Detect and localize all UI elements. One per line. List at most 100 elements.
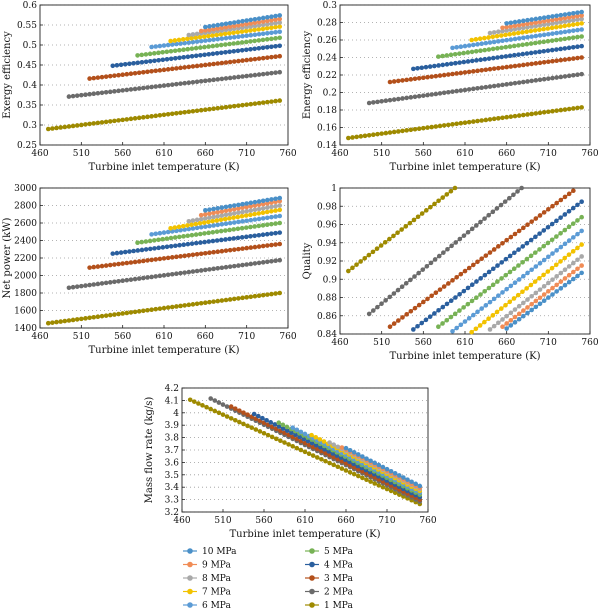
- data-point: [507, 53, 513, 59]
- data-point: [141, 85, 146, 91]
- data-point: [256, 216, 262, 222]
- data-point: [132, 86, 138, 92]
- data-point: [198, 300, 204, 306]
- data-point: [541, 257, 547, 263]
- data-point: [227, 104, 233, 109]
- data-point: [383, 98, 389, 104]
- data-point: [495, 46, 500, 51]
- data-point: [239, 40, 245, 45]
- data-point: [537, 275, 542, 281]
- data-point: [433, 124, 439, 129]
- data-point: [203, 107, 208, 113]
- legend-marker: [187, 588, 193, 595]
- data-point: [156, 245, 161, 251]
- data-point: [469, 49, 475, 55]
- data-point: [541, 76, 547, 82]
- data-point: [223, 60, 229, 65]
- data-point: [206, 230, 211, 236]
- data-point: [457, 308, 462, 313]
- x-tick-label: 610: [296, 516, 313, 526]
- data-point: [436, 54, 441, 59]
- data-point: [462, 319, 468, 324]
- data-point: [507, 253, 513, 259]
- y-tick-label: 3.3: [165, 496, 180, 506]
- data-point: [252, 23, 258, 29]
- x-tick-label: 560: [114, 149, 131, 159]
- data-point: [550, 108, 555, 114]
- data-point: [549, 237, 555, 243]
- x-tick-label: 760: [581, 149, 598, 159]
- series-7-mpa: [469, 21, 584, 43]
- data-point: [189, 222, 194, 228]
- data-point: [168, 243, 174, 249]
- data-point: [181, 234, 186, 239]
- data-point: [491, 247, 497, 252]
- data-point: [112, 73, 117, 78]
- data-point: [91, 121, 97, 126]
- legend-marker: [309, 588, 315, 595]
- data-point: [566, 18, 572, 24]
- data-point: [190, 108, 196, 114]
- data-point: [575, 13, 580, 19]
- data-point: [223, 21, 229, 27]
- data-point: [66, 124, 72, 129]
- data-point: [433, 91, 439, 97]
- data-point: [423, 317, 429, 323]
- data-point: [525, 62, 530, 67]
- data-point: [571, 56, 576, 61]
- y-tick-label: 1600: [14, 307, 37, 317]
- data-point: [190, 269, 196, 274]
- data-point: [273, 98, 278, 104]
- data-point: [207, 250, 212, 256]
- data-point: [346, 135, 351, 141]
- data-point: [545, 48, 551, 53]
- data-point: [427, 314, 433, 319]
- data-point: [256, 206, 262, 212]
- data-point: [128, 87, 134, 92]
- data-point: [180, 223, 186, 229]
- data-point: [512, 80, 518, 86]
- data-point: [116, 278, 121, 284]
- data-point: [487, 30, 493, 36]
- data-point: [454, 325, 459, 331]
- data-point: [207, 267, 212, 272]
- data-point: [273, 29, 278, 35]
- data-point: [193, 240, 199, 246]
- data-point: [240, 205, 245, 211]
- data-point: [462, 268, 468, 274]
- data-point: [112, 89, 117, 94]
- data-point: [168, 225, 173, 231]
- data-point: [473, 295, 479, 301]
- y-tick-label: 1: [331, 184, 337, 194]
- data-point: [152, 246, 157, 251]
- data-point: [462, 87, 468, 93]
- data-point: [223, 208, 229, 214]
- data-point: [412, 76, 418, 82]
- data-point: [440, 62, 446, 68]
- data-point: [498, 202, 504, 208]
- data-point: [537, 49, 542, 55]
- data-point: [478, 292, 483, 297]
- data-point: [172, 225, 178, 230]
- data-point: [215, 36, 221, 42]
- data-point: [441, 284, 447, 289]
- data-point: [512, 314, 518, 320]
- data-point: [174, 81, 179, 87]
- data-point: [571, 269, 576, 275]
- data-point: [368, 458, 373, 464]
- data-point: [558, 231, 563, 236]
- data-point: [248, 32, 254, 38]
- data-point: [408, 77, 414, 82]
- data-point: [185, 241, 191, 247]
- legend-marker: [187, 602, 193, 608]
- data-point: [507, 269, 513, 275]
- data-point: [483, 84, 489, 90]
- data-point: [360, 454, 365, 459]
- data-point: [149, 84, 154, 90]
- data-point: [448, 298, 454, 303]
- data-point: [219, 25, 225, 31]
- data-point: [290, 425, 296, 430]
- legend-label: 8 MPa: [202, 574, 231, 584]
- data-point: [416, 270, 421, 276]
